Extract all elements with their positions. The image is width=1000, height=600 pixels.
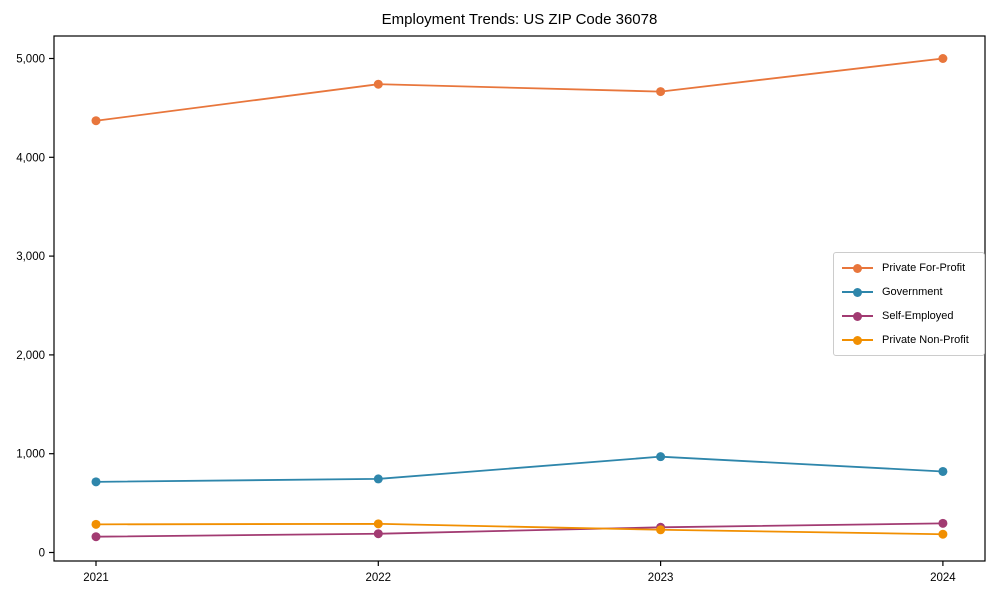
line-dot-marker-icon	[842, 263, 873, 273]
chart-title: Employment Trends: US ZIP Code 36078	[381, 11, 658, 28]
legend-item: Private Non-Profit	[842, 328, 976, 352]
legend-item: Private For-Profit	[842, 256, 976, 280]
svg-text:2,000: 2,000	[16, 350, 45, 362]
svg-text:0: 0	[39, 548, 45, 560]
svg-text:5,000: 5,000	[16, 54, 45, 66]
svg-text:2024: 2024	[930, 572, 956, 584]
legend-item-label: Private Non-Profit	[882, 334, 969, 346]
legend: Private For-Profit Government Self-Emplo…	[833, 252, 985, 356]
legend-item-label: Private For-Profit	[882, 262, 966, 274]
svg-text:2021: 2021	[83, 572, 109, 584]
svg-text:4,000: 4,000	[16, 152, 45, 164]
legend-item: Self-Employed	[842, 304, 976, 328]
svg-text:1,000: 1,000	[16, 449, 45, 461]
line-dot-marker-icon	[842, 287, 873, 297]
line-dot-marker-icon	[842, 335, 873, 345]
line-dot-marker-icon	[842, 311, 873, 321]
svg-text:3,000: 3,000	[16, 251, 45, 263]
svg-text:2022: 2022	[366, 572, 392, 584]
legend-item: Government	[842, 280, 976, 304]
legend-item-label: Self-Employed	[882, 310, 954, 322]
legend-item-label: Government	[882, 286, 943, 298]
svg-text:2023: 2023	[648, 572, 674, 584]
